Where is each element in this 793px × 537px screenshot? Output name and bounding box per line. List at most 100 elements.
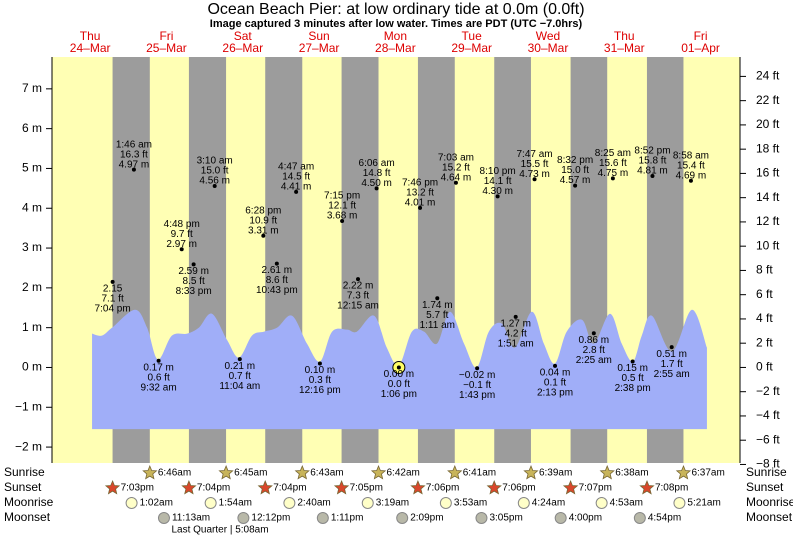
extreme-label: 3.68 m xyxy=(327,211,358,222)
extreme-label: 4.50 m xyxy=(361,178,392,189)
extreme-label: 15.4 ft xyxy=(677,160,705,171)
extreme-label: 9.7 ft xyxy=(171,229,193,240)
sunset-time: 7:08pm xyxy=(655,483,688,494)
date-label: 24–Mar xyxy=(70,41,111,55)
row-label: Moonset xyxy=(746,510,793,524)
extreme-label: 2.8 ft xyxy=(583,345,605,356)
moonset-icon xyxy=(554,512,567,524)
date-label: 31–Mar xyxy=(604,41,645,55)
extreme-label: 15.6 ft xyxy=(599,158,627,169)
extreme-label: 13.2 ft xyxy=(406,187,434,198)
extreme-label: 16.3 ft xyxy=(120,149,148,160)
extreme-dot xyxy=(212,183,217,188)
y-tick-label: −2 m xyxy=(15,439,42,453)
y2-tick-label: 24 ft xyxy=(756,69,780,83)
extreme-label: 4.57 m xyxy=(560,175,591,186)
extreme-label: 4.41 m xyxy=(281,182,312,193)
moonset-icon xyxy=(633,512,646,524)
extreme-label: 7.3 ft xyxy=(347,291,369,302)
extreme-label: 0.51 m xyxy=(656,349,687,360)
y-tick-label: 7 m xyxy=(22,81,42,95)
extreme-label: −0.1 ft xyxy=(463,380,491,391)
extreme-label: 12.1 ft xyxy=(328,201,356,212)
sunset-time: 7:05pm xyxy=(350,483,383,494)
sunset-time: 7:04pm xyxy=(197,483,230,494)
extreme-label: 4.81 m xyxy=(637,166,668,177)
sunrise-time: 6:43am xyxy=(310,468,343,479)
moonrise-icon xyxy=(361,497,374,509)
extreme-dot xyxy=(435,296,440,301)
extreme-dot xyxy=(532,177,537,182)
moonset-time: 3:05pm xyxy=(489,513,522,524)
row-label: Moonset xyxy=(4,510,51,524)
sunrise-time: 6:41am xyxy=(463,468,496,479)
y2-tick-label: −4 ft xyxy=(756,408,780,422)
extreme-label: 2.22 m xyxy=(343,281,374,292)
sunrise-icon xyxy=(523,464,539,480)
extreme-label: 11:04 am xyxy=(219,381,260,392)
sunset-time: 7:06pm xyxy=(426,483,459,494)
extreme-label: 15.8 ft xyxy=(639,156,667,167)
extreme-label: 8:52 pm xyxy=(634,146,670,157)
sunrise-time: 6:42am xyxy=(387,468,420,479)
moonrise-icon xyxy=(595,497,608,509)
sunset-time: 7:03pm xyxy=(121,483,154,494)
extreme-label: 6:06 am xyxy=(359,158,395,169)
date-label: 28–Mar xyxy=(375,41,416,55)
moonrise-time: 1:02am xyxy=(140,498,173,509)
extreme-label: 3.31 m xyxy=(248,225,279,236)
extreme-label: 0.0 ft xyxy=(388,379,410,390)
extreme-dot xyxy=(156,358,161,363)
extreme-label: 0.7 ft xyxy=(229,371,251,382)
extreme-dot xyxy=(294,189,299,194)
moonset-icon xyxy=(157,512,170,524)
y-tick-label: −1 m xyxy=(15,399,42,413)
moonset-icon xyxy=(475,512,488,524)
extreme-label: 0.15 m xyxy=(617,363,648,374)
moonset-icon xyxy=(237,512,250,524)
extreme-dot xyxy=(261,233,266,238)
extreme-dot xyxy=(553,363,558,368)
extreme-label: 1:43 pm xyxy=(459,390,495,401)
extreme-label: 14.5 ft xyxy=(282,172,310,183)
y2-tick-label: −2 ft xyxy=(756,384,780,398)
sunrise-icon xyxy=(294,464,310,480)
y2-tick-label: −6 ft xyxy=(756,432,780,446)
sunset-time: 7:07pm xyxy=(579,483,612,494)
extreme-label: 12:15 am xyxy=(337,301,379,312)
chart-subtitle: Image captured 3 minutes after low water… xyxy=(210,18,583,30)
sunrise-icon xyxy=(675,464,692,480)
y-tick-label: 2 m xyxy=(22,280,42,294)
y2-tick-label: 22 ft xyxy=(756,93,780,107)
extreme-label: 8:33 pm xyxy=(176,286,212,297)
y2-tick-label: 2 ft xyxy=(756,335,773,349)
moonset-time: 1:11pm xyxy=(331,513,364,524)
row-label: Sunrise xyxy=(4,465,45,479)
extreme-dot xyxy=(374,186,379,191)
extreme-label: 4:47 am xyxy=(278,162,314,173)
extreme-dot xyxy=(475,366,480,371)
extreme-dot xyxy=(191,262,196,267)
extreme-label: 10:43 pm xyxy=(256,285,298,296)
sunset-icon xyxy=(181,479,197,495)
extreme-label: 2.15 xyxy=(103,284,123,295)
extreme-label: 0.86 m xyxy=(579,335,610,346)
y2-tick-label: 16 ft xyxy=(756,166,780,180)
moonset-time: 2:09pm xyxy=(410,513,443,524)
sunset-icon xyxy=(410,479,426,495)
y2-tick-label: 20 ft xyxy=(756,117,780,131)
chart-title: Ocean Beach Pier: at low ordinary tide a… xyxy=(207,1,584,18)
extreme-label: 0.21 m xyxy=(225,361,256,372)
extreme-label: 3:10 am xyxy=(197,156,233,167)
extreme-label: 10.9 ft xyxy=(249,215,277,226)
extreme-dot xyxy=(688,178,693,183)
extreme-label: 0.10 m xyxy=(305,365,336,376)
extreme-label: 4.64 m xyxy=(441,172,472,183)
weekday-label: Thu xyxy=(614,29,635,43)
extreme-label: 8.5 ft xyxy=(183,276,205,287)
sunrise-icon xyxy=(599,464,615,480)
moonrise-icon xyxy=(283,497,296,509)
extreme-label: 4.69 m xyxy=(676,170,707,181)
moonset-time: 11:13am xyxy=(172,513,210,524)
